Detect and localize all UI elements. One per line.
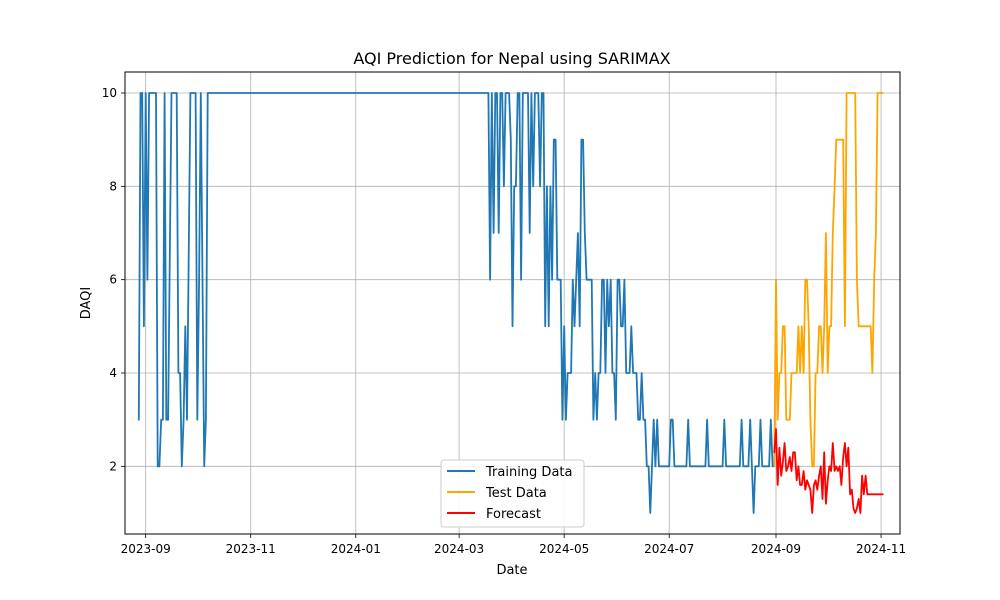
plot-frame	[124, 71, 901, 535]
chart-title: AQI Prediction for Nepal using SARIMAX	[353, 49, 670, 68]
x-tick-label: 2024-11	[856, 542, 906, 556]
x-tick-label: 2024-09	[751, 542, 801, 556]
y-axis-label: DAQI	[79, 287, 94, 320]
y-tick-label: 6	[109, 273, 117, 287]
x-tick-label: 2023-11	[226, 542, 276, 556]
x-tick-label: 2024-01	[331, 542, 381, 556]
x-tick-label: 2023-09	[121, 542, 171, 556]
series-line-training	[137, 92, 776, 514]
axis-ticks: 2023-09 2023-11 2024-01 2024-03 2024-05 2024-…	[102, 86, 906, 556]
y-tick-label: 8	[109, 179, 117, 193]
series-line-test	[773, 92, 884, 468]
legend: Training Data Test Data Forecast	[440, 459, 585, 528]
x-tick-label: 2024-03	[434, 542, 484, 556]
y-tick-label: 4	[109, 366, 117, 380]
series-line-forecast	[773, 428, 884, 514]
x-tick-label: 2024-07	[644, 542, 694, 556]
y-tick-label: 2	[109, 459, 117, 473]
legend-label-training: Training Data	[485, 465, 572, 480]
series-lines	[137, 92, 884, 514]
x-axis-label: Date	[496, 563, 527, 578]
y-tick-label: 10	[102, 86, 117, 100]
legend-label-test: Test Data	[485, 486, 547, 501]
legend-box	[440, 459, 585, 528]
legend-label-forecast: Forecast	[486, 507, 541, 522]
x-tick-label: 2024-05	[539, 542, 589, 556]
